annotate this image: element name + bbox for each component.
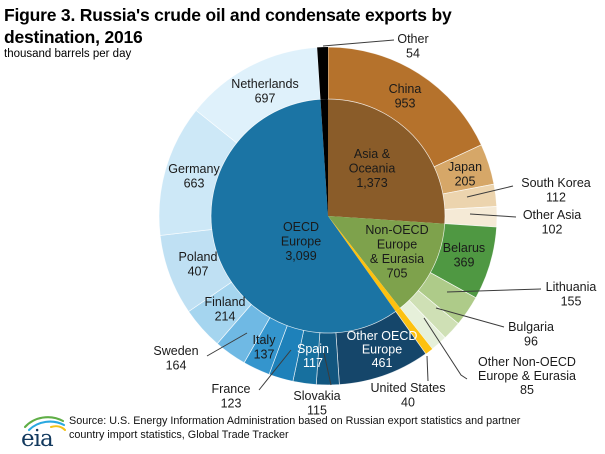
label-bulgaria: Bulgaria 96 (508, 320, 554, 349)
slice-inner-united_states (328, 216, 401, 312)
eia-logo-green-swoosh (23, 416, 65, 429)
leader-line-bulgaria (435, 307, 505, 328)
leader-line-other_asia (469, 213, 517, 218)
label-other_oecd_europe: Other OECD Europe 461 (347, 329, 418, 370)
leader-line-sweden (206, 332, 248, 357)
slice-inner-oecd_europe (211, 99, 396, 333)
label-other_asia: Other Asia 102 (523, 208, 581, 237)
label-spain: Spain 117 (297, 342, 329, 370)
source-note: Source: U.S. Energy Information Administ… (69, 415, 599, 442)
leader-line-other (322, 39, 395, 47)
leader-line-lithuania (446, 288, 542, 293)
label-other_non_oecd_europe_eurasia: Other Non-OECD Europe & Eurasia 85 (478, 355, 576, 397)
figure-title-line1: Figure 3. Russia's crude oil and condens… (4, 5, 452, 25)
figure-title-line2: destination, 2016 (4, 26, 143, 47)
label-poland: Poland 407 (179, 250, 218, 279)
label-japan: Japan 205 (448, 160, 482, 189)
leader-line-south_korea (466, 185, 514, 198)
leader-line-united_states (426, 355, 429, 382)
leader-line-france (258, 349, 292, 391)
label-finland: Finland 214 (205, 295, 246, 324)
label-slovakia: Slovakia 115 (293, 389, 340, 418)
figure-units: thousand barrels per day (4, 48, 132, 60)
label-asia_oceania: Asia & Oceania 1,373 (349, 147, 396, 190)
label-italy: Italy 137 (253, 333, 277, 362)
label-other: Other 54 (397, 32, 428, 61)
label-lithuania: Lithuania 155 (546, 280, 597, 309)
label-sweden: Sweden 164 (153, 344, 198, 373)
label-germany: Germany 663 (168, 162, 220, 191)
source-note-line2: country import statistics, Global Trade … (69, 428, 289, 441)
eia-logo-text: eia (21, 426, 54, 451)
label-south_korea: South Korea 112 (521, 176, 591, 205)
slice-inner-other (320, 98, 328, 216)
slice-outer-other_outer (317, 47, 328, 100)
leader-line-slovakia (323, 352, 332, 386)
label-united_states: United States 40 (370, 381, 445, 410)
label-non_oecd_europe_eurasia: Non-OECD Europe & Eurasia 705 (365, 223, 428, 281)
slice-outer-united_states_outer (395, 308, 433, 354)
leader-line-other_non_oecd_europe_eurasia (423, 317, 468, 380)
label-oecd_europe: OECD Europe 3,099 (281, 220, 321, 263)
eia-logo: eia (21, 416, 66, 451)
figure-footer: eia Source: U.S. Energy Information Admi… (0, 410, 605, 454)
slice-inner-non_oecd_europe_eurasia (328, 216, 445, 309)
figure-title: Figure 3. Russia's crude oil and condens… (4, 5, 452, 48)
eia-logo-blue-swoosh (27, 420, 66, 432)
eia-logo-yellow-swoosh (50, 425, 66, 431)
source-note-line1: Source: U.S. Energy Information Administ… (69, 415, 521, 427)
label-france: France 123 (212, 382, 251, 411)
label-netherlands: Netherlands 697 (231, 77, 298, 106)
label-belarus: Belarus 369 (443, 241, 485, 270)
slice-inner-asia_oceania (328, 99, 446, 224)
label-china: China 953 (389, 82, 422, 111)
